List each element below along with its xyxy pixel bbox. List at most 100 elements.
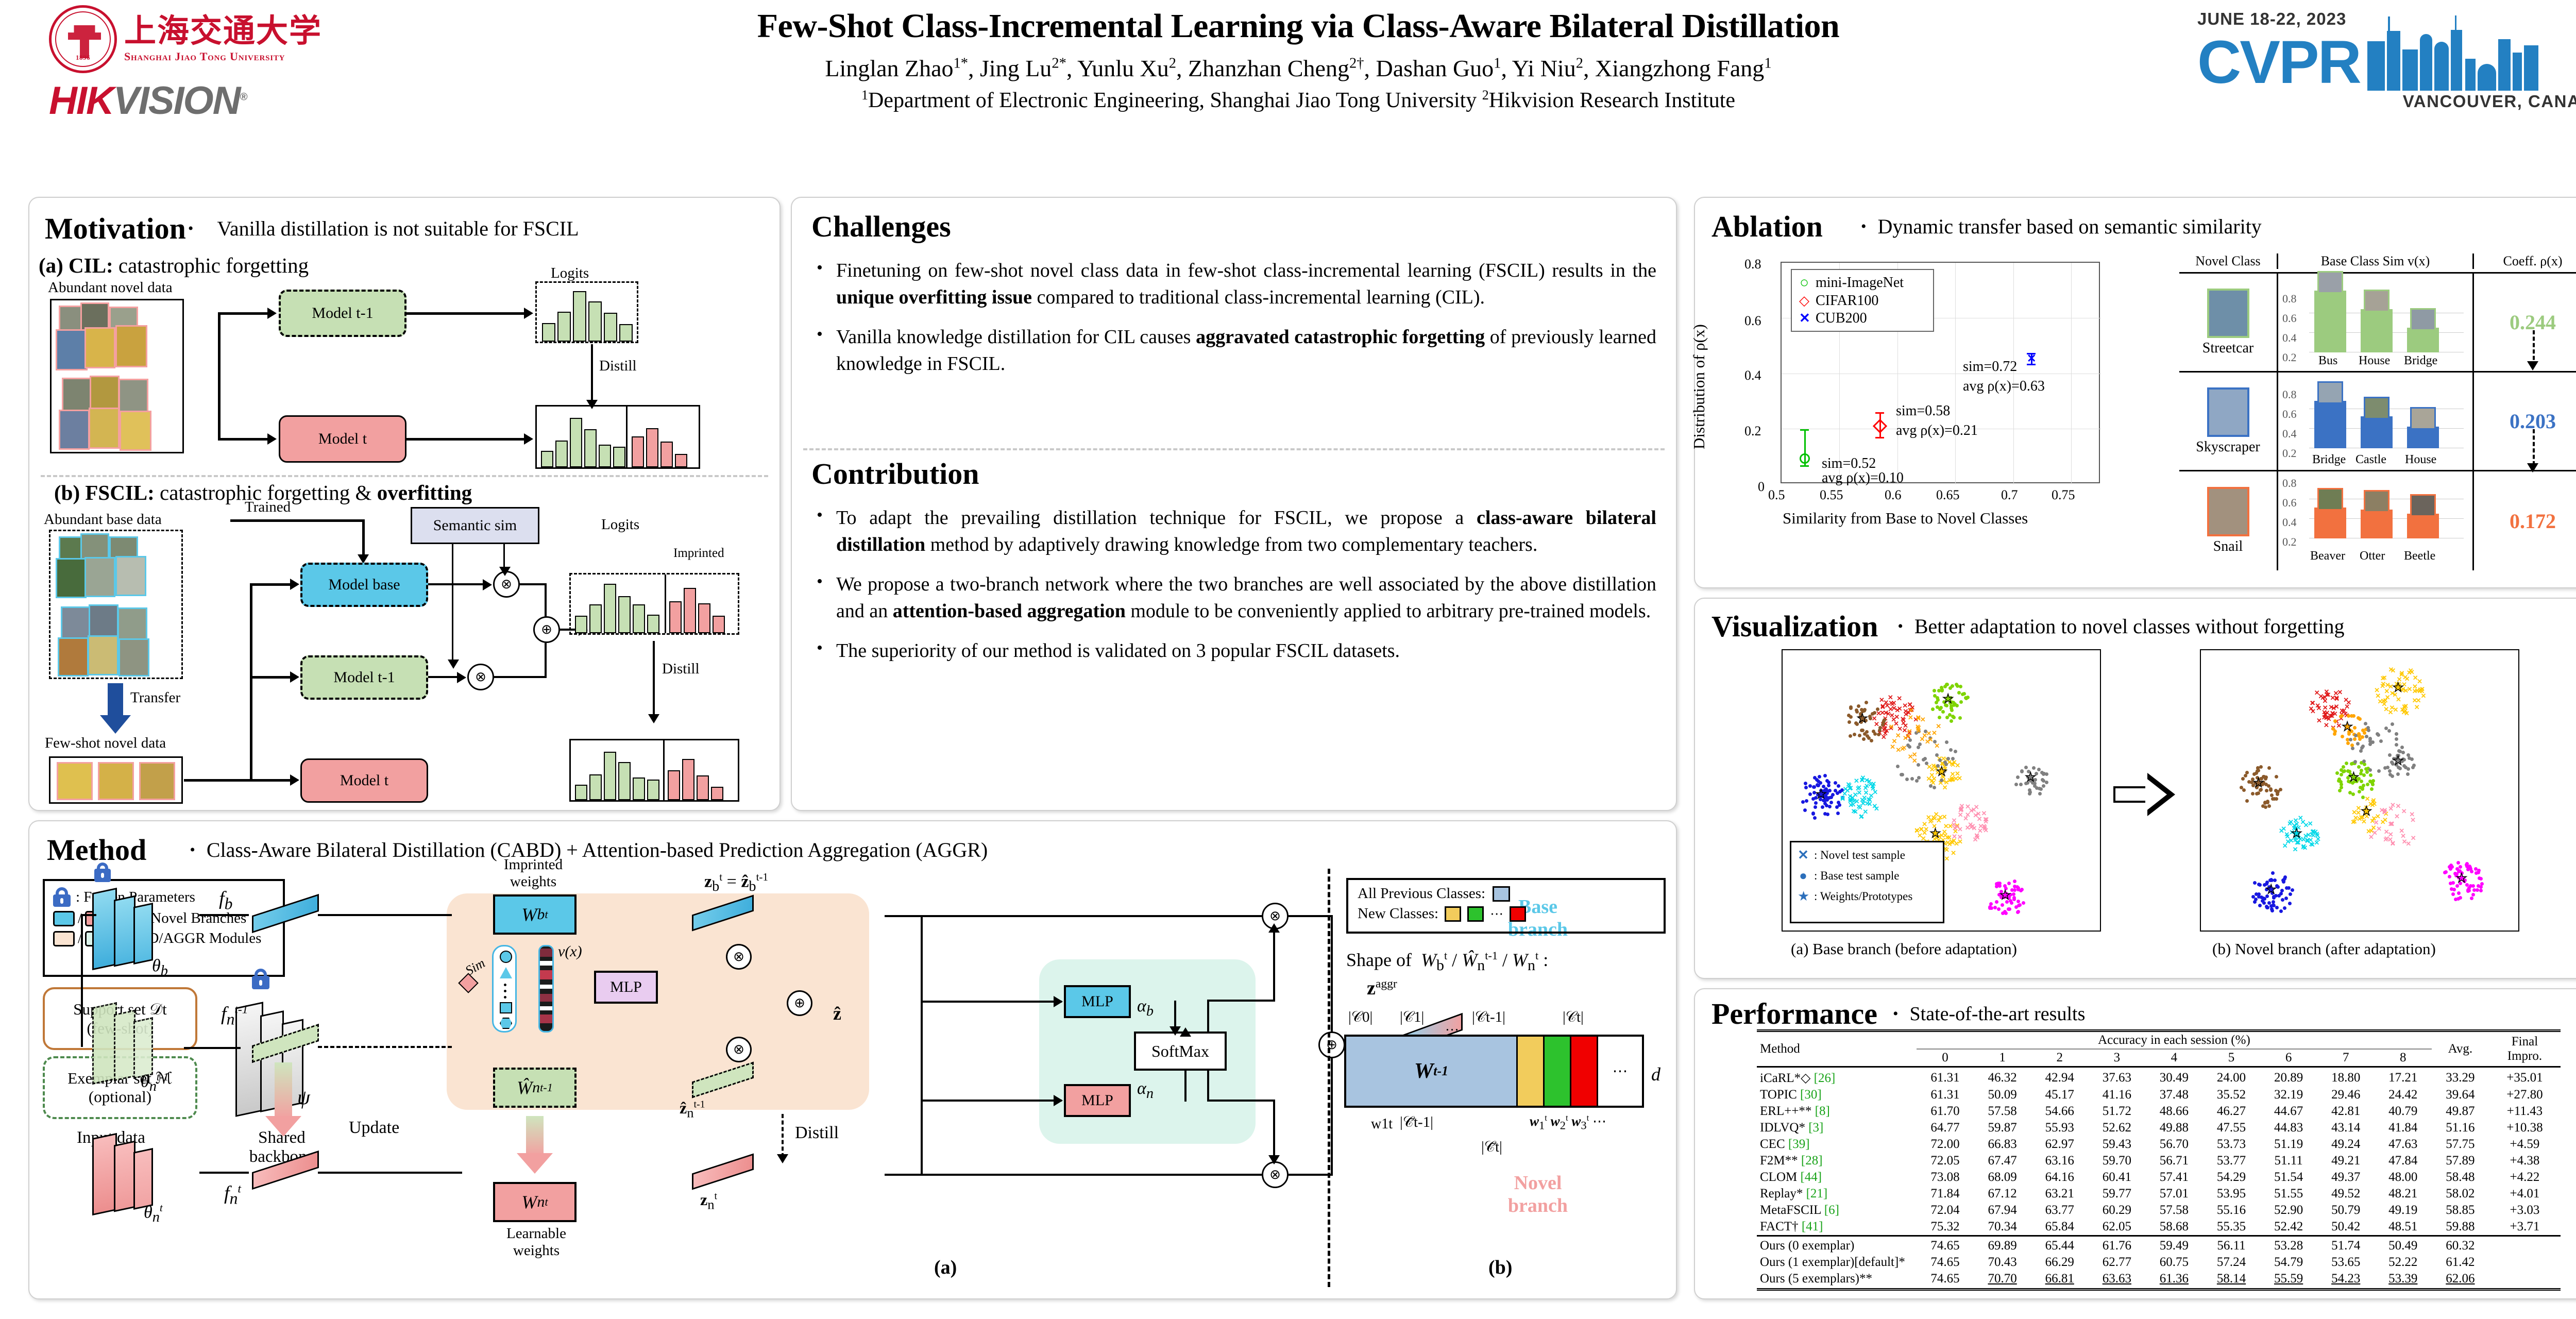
cell: 55.59 — [2274, 1272, 2303, 1286]
novel-sample-point: ✕ — [1939, 759, 1945, 768]
cell: 52.22 — [2388, 1255, 2418, 1269]
base-sample-point — [1811, 812, 1816, 816]
novel-sample-point: ✕ — [1895, 746, 1902, 754]
novel-sample-point: ✕ — [2322, 703, 2328, 712]
base-sample-point — [2463, 880, 2467, 884]
bar-0 — [2314, 401, 2346, 448]
novel-sample-point: ✕ — [1946, 758, 1953, 767]
novel-sample-point: ✕ — [2369, 817, 2376, 825]
aggr-mlp-base: MLP — [1064, 985, 1131, 1018]
x-tick-2: 0.6 — [1885, 487, 1902, 502]
prototype-star-icon: ★ — [1936, 765, 1947, 779]
base-sample-point — [1862, 718, 1866, 722]
novel-sample-point: ✕ — [1852, 807, 1858, 816]
base-sample-point — [2362, 759, 2366, 763]
novel-sample-point: ✕ — [1882, 729, 1888, 737]
cell: 74.65 — [1930, 1239, 1960, 1253]
cell: 62.77 — [2102, 1255, 2131, 1269]
base-sample-point — [2361, 729, 2365, 732]
theta-n-prev-label: θnt-1 — [141, 1071, 169, 1095]
base-sample-point — [2401, 757, 2405, 761]
base-sample-point — [2353, 774, 2358, 779]
data-point-cub200: ✕ — [2027, 352, 2037, 365]
novel-sample-point: ✕ — [2282, 842, 2288, 850]
novel-sample-point: ✕ — [1925, 813, 1931, 821]
base-sample-point — [2287, 901, 2292, 905]
method-name: Ours (1 exemplar)[default]* — [1760, 1255, 1905, 1269]
seal-year: 1896 — [76, 54, 90, 61]
novel-sample-point: ✕ — [2332, 710, 2338, 718]
novel-sample-point: ✕ — [2304, 836, 2311, 844]
base-sample-point — [2340, 768, 2344, 772]
base-sample-point — [1924, 729, 1927, 733]
novel-sample-point: ✕ — [2381, 673, 2387, 682]
base-sample-point — [2451, 892, 2455, 897]
prototype-star-icon: ★ — [2455, 872, 2467, 886]
base-sample-point — [2362, 762, 2366, 766]
base-sample-point — [1946, 756, 1950, 760]
novel-sample-point: ✕ — [2383, 828, 2389, 836]
novel-sample-point: ✕ — [1856, 788, 1862, 797]
base-sample-point — [1941, 710, 1945, 714]
novel-sample-point: ✕ — [1957, 774, 1963, 782]
novel-sample-point: ✕ — [1859, 776, 1865, 784]
novel-sample-point: ✕ — [2300, 843, 2307, 852]
base-sample-point — [1825, 779, 1829, 783]
base-sample-point — [1928, 784, 1933, 788]
base-sample-point — [1948, 748, 1953, 752]
novel-sample-point: ✕ — [1958, 806, 1964, 814]
cell-impro — [2489, 1254, 2561, 1271]
table-row: Ours (1 exemplar)[default]* 74.65 70.43 66.… — [1757, 1254, 2561, 1271]
cell-impro: +4.38 — [2510, 1153, 2540, 1168]
table-row: Ours (5 exemplars)** 74.65 70.70 66.81 63.63… — [1757, 1271, 2561, 1287]
novel-sample-point: ✕ — [1871, 715, 1877, 723]
novel-sample-point: ✕ — [2300, 836, 2307, 844]
base-sample-point — [1949, 696, 1953, 700]
base-sample-point — [2290, 888, 2294, 892]
novel-sample-point: ✕ — [1861, 793, 1868, 802]
novel-sample-point: ✕ — [2410, 834, 2416, 842]
base-sample-point — [2454, 874, 2459, 878]
base-sample-point — [2259, 895, 2263, 900]
novel-sample-point: ✕ — [1842, 789, 1848, 798]
coeff-value: 0.244 — [2510, 311, 2556, 334]
novel-sample-point: ✕ — [1875, 709, 1882, 718]
base-sample-point — [2345, 738, 2349, 742]
base-sample-point — [1822, 784, 1826, 788]
novel-sample-point: ✕ — [1894, 706, 1901, 714]
w2-block — [1543, 1037, 1570, 1106]
cell: 24.00 — [2216, 1070, 2246, 1085]
cell-avg: 33.29 — [2446, 1070, 2475, 1085]
base-sample-point — [1942, 700, 1946, 704]
cil-prefix: (a) CIL: — [39, 253, 113, 277]
base-sample-point — [2460, 871, 2464, 875]
novel-sample-point: ✕ — [1918, 825, 1924, 834]
base-sample-point — [1958, 716, 1962, 720]
list-item: Vanilla knowledge distillation for CIL c… — [811, 323, 1656, 378]
base-sample-point — [2003, 884, 2007, 888]
novel-sample-point: ✕ — [1894, 713, 1900, 721]
novel-sample-point: ✕ — [1879, 708, 1886, 717]
base-sample-point — [2282, 906, 2286, 910]
legend-prototype: : Weights/Prototypes — [1814, 890, 1913, 903]
base-sample-point — [2019, 783, 2023, 787]
novel-sample-point: ✕ — [1981, 824, 1988, 833]
cell: 37.63 — [2102, 1070, 2131, 1085]
y-tick-2: 0.4 — [1744, 368, 1761, 383]
base-sample-point — [2338, 780, 2343, 784]
novel-sample-point: ✕ — [1845, 780, 1852, 788]
novel-sample-point: ✕ — [1913, 715, 1919, 723]
base-sample-point — [2471, 892, 2475, 897]
novel-sample-point: ✕ — [2291, 821, 2297, 830]
base-sample-point — [2479, 889, 2483, 893]
x-tick-1: 0.55 — [1820, 487, 1843, 502]
vx-vector — [538, 945, 554, 1033]
base-sample-point — [2255, 892, 2259, 897]
novel-sample-point: ✕ — [1870, 783, 1876, 791]
novel-sample-point: ✕ — [1936, 836, 1942, 844]
base-sample-point — [1855, 709, 1859, 714]
base-sample-point — [2041, 772, 2045, 776]
novel-sample-point: ✕ — [2303, 821, 2309, 829]
novel-sample-point: ✕ — [1939, 772, 1945, 780]
novel-sample-point: ✕ — [2412, 682, 2418, 690]
